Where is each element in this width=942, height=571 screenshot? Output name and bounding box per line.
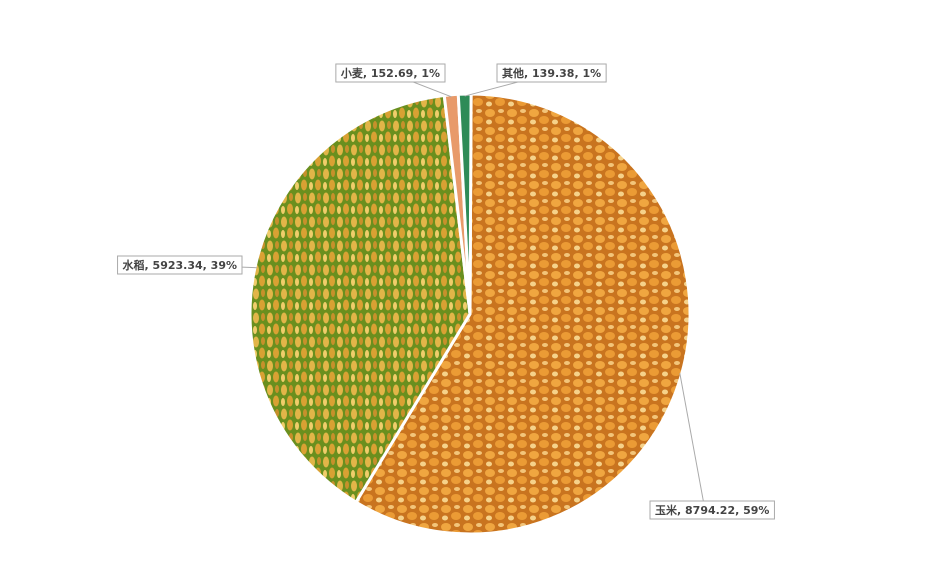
- label-box: [496, 63, 607, 83]
- data-label: 其他, 139.38, 1%: [502, 66, 601, 80]
- label-box: [117, 255, 243, 275]
- data-label: 小麦, 152.69, 1%: [340, 66, 440, 80]
- label-box: [335, 63, 446, 83]
- data-label: 玉米, 8794.22, 59%: [655, 503, 769, 517]
- label-box: [649, 500, 775, 520]
- pie-slice: [353, 92, 692, 536]
- data-label: 水稻, 5923.34, 39%: [123, 258, 237, 272]
- leader-line: [679, 373, 706, 511]
